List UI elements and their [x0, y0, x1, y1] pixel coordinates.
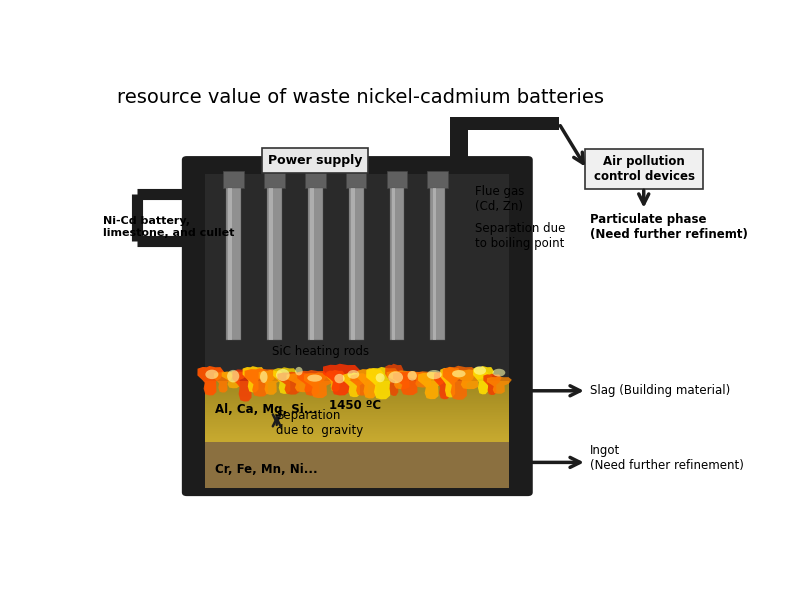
Polygon shape	[222, 371, 247, 388]
Ellipse shape	[260, 371, 267, 383]
Polygon shape	[440, 367, 461, 397]
FancyBboxPatch shape	[182, 156, 533, 496]
Text: Ingot
(Need further refinement): Ingot (Need further refinement)	[590, 444, 744, 472]
Text: 1450 ºC: 1450 ºC	[330, 399, 382, 412]
Ellipse shape	[474, 366, 486, 375]
Bar	[450, 117, 558, 130]
Ellipse shape	[347, 370, 359, 379]
Ellipse shape	[295, 367, 302, 376]
Ellipse shape	[307, 374, 322, 382]
Ellipse shape	[276, 369, 290, 381]
Ellipse shape	[493, 369, 506, 377]
Text: Cr, Fe, Mn, Ni...: Cr, Fe, Mn, Ni...	[214, 463, 318, 476]
Text: Particulate phase
(Need further refinemt): Particulate phase (Need further refinemt…	[590, 213, 748, 241]
Bar	[206, 442, 510, 488]
Polygon shape	[434, 371, 456, 399]
Text: Slag (Building material): Slag (Building material)	[590, 384, 730, 397]
Ellipse shape	[388, 371, 403, 383]
Polygon shape	[473, 366, 494, 394]
Ellipse shape	[452, 370, 466, 377]
Bar	[305, 172, 326, 187]
Ellipse shape	[376, 373, 385, 382]
Bar	[223, 172, 244, 187]
Text: Separation due
to boiling point: Separation due to boiling point	[475, 222, 566, 250]
Polygon shape	[326, 370, 345, 392]
Polygon shape	[487, 376, 512, 394]
Text: SiC heating rods: SiC heating rods	[271, 345, 369, 358]
Polygon shape	[350, 374, 375, 395]
Text: Separation
due to  gravity: Separation due to gravity	[277, 409, 364, 437]
Bar	[427, 172, 448, 187]
Polygon shape	[245, 368, 278, 397]
Bar	[386, 172, 407, 187]
Polygon shape	[393, 371, 427, 395]
Bar	[392, 187, 395, 340]
Polygon shape	[304, 373, 336, 398]
Bar	[226, 187, 241, 340]
Ellipse shape	[427, 370, 442, 379]
Bar	[433, 187, 437, 340]
Polygon shape	[198, 366, 224, 395]
Ellipse shape	[334, 374, 345, 383]
Polygon shape	[232, 368, 259, 401]
FancyBboxPatch shape	[585, 149, 703, 189]
Polygon shape	[452, 370, 489, 389]
Text: Ni-Cd battery,
limestone, and cullet: Ni-Cd battery, limestone, and cullet	[103, 216, 234, 238]
Polygon shape	[298, 370, 328, 396]
FancyBboxPatch shape	[262, 148, 369, 173]
Bar	[310, 187, 314, 340]
Polygon shape	[278, 371, 308, 395]
Polygon shape	[418, 372, 446, 399]
Bar	[269, 187, 273, 340]
Polygon shape	[323, 364, 360, 395]
Bar	[308, 187, 322, 340]
Text: Power supply: Power supply	[268, 154, 362, 167]
Polygon shape	[386, 370, 418, 389]
Bar	[228, 187, 232, 340]
Polygon shape	[343, 373, 366, 397]
Ellipse shape	[407, 371, 417, 380]
Bar	[206, 173, 510, 484]
Bar	[351, 187, 354, 340]
Text: Flue gas
(Cd, Zn): Flue gas (Cd, Zn)	[475, 185, 525, 213]
Bar	[264, 172, 285, 187]
Polygon shape	[442, 366, 477, 400]
Polygon shape	[242, 366, 265, 392]
Polygon shape	[407, 371, 441, 388]
Polygon shape	[358, 368, 384, 398]
Ellipse shape	[206, 370, 218, 379]
Bar	[349, 187, 363, 340]
Polygon shape	[214, 371, 233, 392]
Bar	[450, 118, 468, 173]
Bar	[346, 172, 366, 187]
Polygon shape	[483, 374, 502, 395]
Polygon shape	[286, 373, 322, 392]
Text: resource value of waste nickel-cadmium batteries: resource value of waste nickel-cadmium b…	[117, 88, 604, 107]
Polygon shape	[273, 367, 297, 394]
Bar	[266, 187, 282, 340]
Ellipse shape	[227, 370, 239, 382]
Polygon shape	[258, 370, 284, 395]
Text: Al, Ca, Mg, Si...: Al, Ca, Mg, Si...	[214, 403, 318, 416]
Polygon shape	[366, 367, 400, 400]
Bar	[430, 187, 446, 340]
Text: Air pollution
control devices: Air pollution control devices	[594, 155, 694, 183]
Polygon shape	[385, 364, 403, 396]
Bar	[390, 187, 405, 340]
